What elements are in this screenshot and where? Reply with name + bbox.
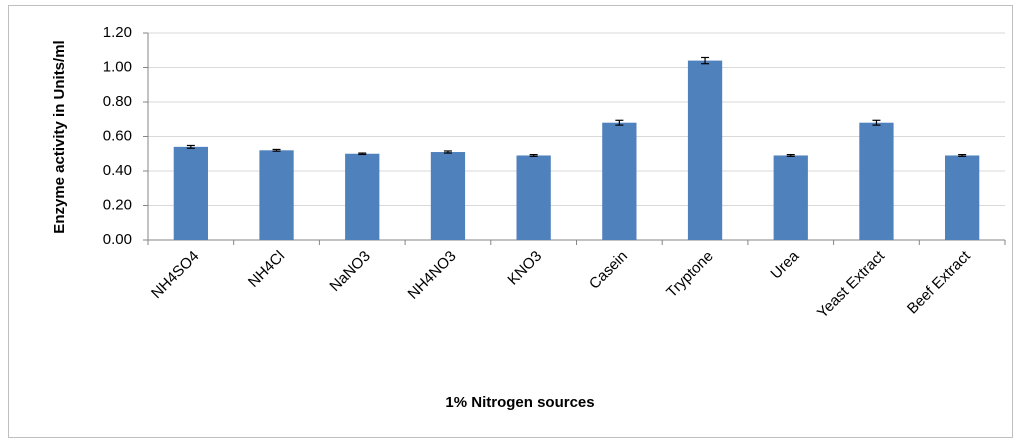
y-tick-label: 0.20 — [103, 196, 132, 213]
y-axis-title: Enzyme activity in Units/ml — [51, 40, 68, 233]
y-tick-label: 1.20 — [103, 24, 132, 41]
bar — [259, 150, 294, 240]
bar — [516, 155, 551, 240]
error-bar — [615, 119, 624, 126]
y-tick-label: 1.00 — [103, 58, 132, 75]
bar — [602, 122, 637, 240]
y-tick-label: 0.80 — [103, 93, 132, 110]
bar — [859, 122, 894, 240]
error-bar — [358, 152, 367, 156]
bar — [173, 146, 208, 240]
y-tick-label: 0.00 — [103, 231, 132, 248]
bar — [430, 152, 466, 240]
error-bar — [443, 150, 452, 154]
bar — [345, 153, 380, 240]
error-bar — [786, 154, 795, 157]
bar — [687, 60, 723, 240]
error-bar — [872, 119, 881, 126]
error-bar — [529, 154, 538, 157]
y-tick-label: 0.60 — [103, 127, 132, 144]
error-bar — [958, 154, 967, 157]
x-axis-title: 1% Nitrogen sources — [445, 394, 594, 411]
bar — [773, 155, 808, 240]
error-bar — [272, 148, 281, 152]
y-tick-label: 0.40 — [103, 162, 132, 179]
error-bar — [186, 144, 195, 149]
error-bar — [701, 56, 710, 65]
bar — [945, 155, 980, 240]
